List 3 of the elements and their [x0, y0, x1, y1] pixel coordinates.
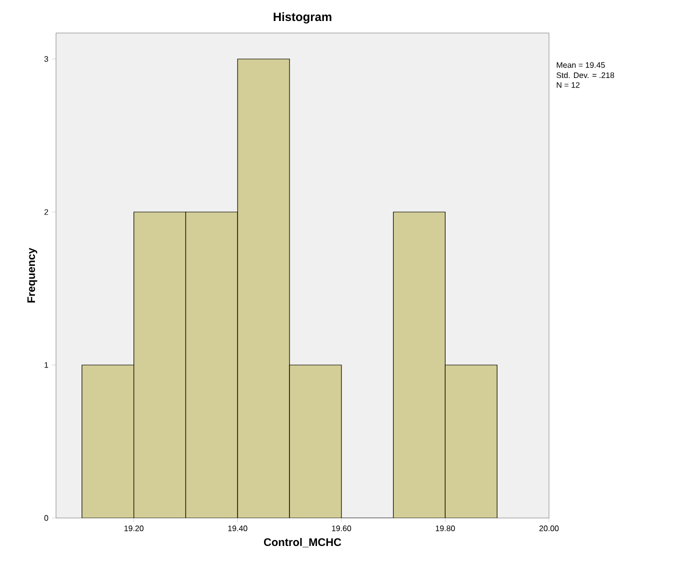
y-axis-title: Frequency [27, 248, 38, 302]
x-axis-title: Control_MCHC [264, 538, 342, 548]
chart-title: Histogram [274, 12, 332, 24]
